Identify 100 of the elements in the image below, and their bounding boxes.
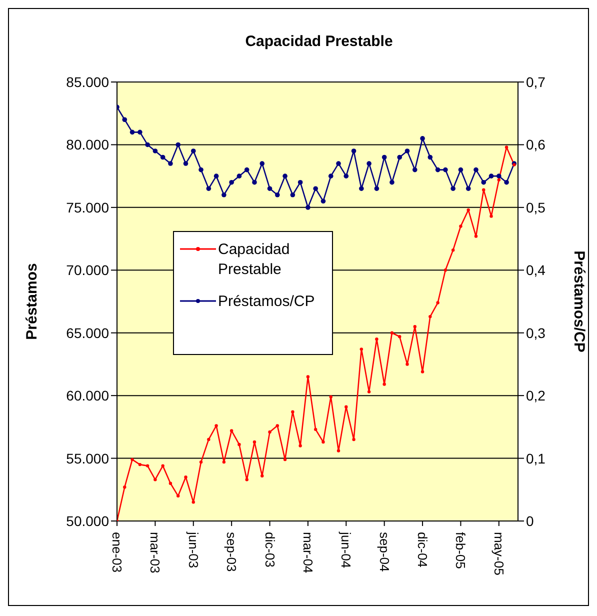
y2-tick-label: 0 — [526, 512, 534, 529]
point — [488, 174, 494, 178]
point — [267, 186, 272, 192]
point — [214, 424, 218, 428]
point — [466, 208, 470, 212]
y2-tick-label: 0,6 — [526, 136, 546, 153]
point — [145, 142, 150, 148]
point — [474, 234, 478, 238]
point — [138, 462, 142, 466]
point — [504, 180, 509, 185]
point — [466, 186, 471, 192]
point — [154, 478, 157, 482]
point — [382, 382, 386, 386]
point — [283, 458, 287, 462]
point — [282, 174, 288, 178]
point — [268, 430, 272, 434]
point — [420, 136, 425, 141]
point — [176, 494, 180, 498]
point — [436, 301, 440, 304]
point — [504, 146, 508, 149]
y-axis-title: Préstamos — [23, 263, 40, 340]
y2-tick-label: 0,4 — [526, 262, 546, 278]
point — [428, 154, 433, 160]
point — [130, 458, 134, 462]
x-tick-label: feb-05 — [453, 532, 468, 569]
point — [344, 174, 349, 178]
point — [344, 405, 348, 408]
point — [198, 167, 204, 172]
point — [192, 500, 195, 504]
x-tick-label: mar-04 — [300, 532, 316, 574]
point — [252, 440, 256, 444]
point — [474, 167, 478, 172]
point — [275, 192, 280, 198]
point — [206, 186, 212, 192]
point — [160, 154, 166, 160]
point — [207, 438, 210, 442]
point — [404, 148, 410, 154]
y-tick-label: 60.000 — [66, 388, 110, 404]
point — [229, 180, 234, 185]
x-tick-label: dic-04 — [415, 532, 430, 568]
x-tick-label: may-05 — [491, 532, 506, 576]
point — [306, 375, 310, 378]
point — [244, 167, 250, 172]
point — [130, 130, 135, 135]
point — [367, 390, 371, 394]
y2-tick-label: 0,2 — [526, 388, 546, 404]
point — [412, 167, 418, 172]
point — [481, 180, 486, 185]
point — [214, 174, 219, 178]
point — [375, 338, 378, 341]
point — [236, 174, 242, 178]
point — [245, 478, 248, 482]
point — [482, 188, 486, 192]
y2-axis-title: Préstamos/CP — [570, 250, 588, 352]
line-series — [117, 146, 516, 521]
point — [291, 410, 294, 414]
point — [428, 314, 432, 318]
point — [146, 464, 150, 468]
point — [413, 324, 416, 328]
point — [398, 335, 402, 338]
x-tick-label: sep-03 — [224, 532, 240, 572]
point — [222, 460, 226, 464]
point — [176, 142, 181, 148]
point — [238, 442, 241, 446]
point — [443, 167, 448, 172]
point — [406, 362, 409, 366]
point — [230, 429, 234, 432]
point — [320, 198, 326, 204]
point — [298, 444, 302, 448]
point — [290, 192, 296, 198]
point — [122, 117, 128, 122]
point — [351, 148, 356, 154]
point — [161, 464, 164, 468]
point — [459, 224, 462, 228]
point — [183, 161, 188, 166]
legend-label: Préstamos/CP — [218, 292, 315, 312]
point — [190, 148, 196, 154]
x-tick-label: mar-03 — [148, 532, 163, 574]
point — [152, 148, 158, 154]
point — [322, 440, 325, 444]
y2-tick-label: 0,7 — [526, 74, 546, 90]
point — [260, 474, 264, 478]
y-tick-label: 80.000 — [66, 136, 110, 153]
y-tick-label: 85.000 — [66, 74, 110, 90]
point — [359, 186, 364, 192]
point — [222, 192, 226, 198]
point — [420, 370, 424, 374]
point — [313, 186, 318, 192]
point — [366, 161, 372, 166]
point — [199, 460, 203, 464]
point — [168, 161, 173, 166]
point — [168, 482, 172, 485]
x-tick-label: sep-04 — [376, 532, 392, 572]
point — [435, 167, 440, 172]
point — [450, 186, 456, 192]
chart-title: Capacidad Prestable — [244, 33, 394, 50]
y2-tick-label: 0,3 — [526, 324, 546, 341]
point — [458, 167, 464, 172]
point — [336, 161, 341, 166]
y-tick-label: 55.000 — [66, 450, 110, 466]
